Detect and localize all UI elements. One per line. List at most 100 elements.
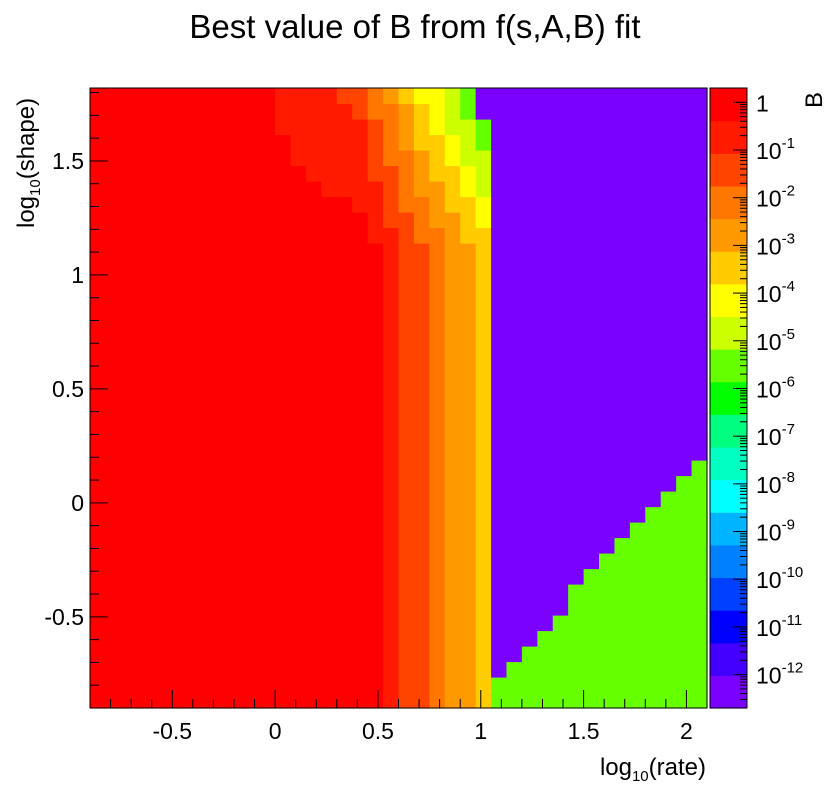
heatmap-cell [475,305,492,322]
heatmap-cell [568,289,585,306]
heatmap-cell [444,196,461,213]
heatmap-cell [120,243,137,260]
heatmap-cell [676,165,693,182]
heatmap-cell [197,227,214,244]
heatmap-cell [491,444,508,461]
heatmap-cell [167,150,184,167]
heatmap-cell [645,367,662,384]
heatmap-cell [475,351,492,368]
heatmap-cell [336,692,353,709]
heatmap-cell [367,413,384,430]
heatmap-cell [398,553,415,570]
heatmap-cell [506,553,523,570]
heatmap-cell [614,615,631,632]
heatmap-cell [105,119,122,136]
heatmap-cell [521,568,538,585]
heatmap-cell [691,568,708,585]
heatmap-cell [383,584,400,601]
heatmap-cell [228,274,245,291]
heatmap-cell [259,351,276,368]
heatmap-cell [413,677,430,694]
heatmap-cell [413,196,430,213]
heatmap-cell [136,119,153,136]
heatmap-cell [568,382,585,399]
heatmap-cell [629,522,646,539]
heatmap-cell [383,413,400,430]
heatmap-cell [321,537,338,554]
heatmap-cell [120,475,137,492]
heatmap-cell [645,212,662,229]
heatmap-cell [90,646,107,663]
heatmap-cell [645,103,662,120]
heatmap-cell [429,646,446,663]
heatmap-cell [352,661,369,678]
heatmap-cell [136,150,153,167]
heatmap-cell [398,692,415,709]
heatmap-cell [491,258,508,275]
heatmap-cell [275,677,292,694]
heatmap-cell [460,506,477,523]
heatmap-cell [244,460,261,477]
heatmap-cell [614,692,631,709]
heatmap-cell [167,475,184,492]
heatmap-cell [275,305,292,322]
heatmap-cell [105,212,122,229]
heatmap-cell [506,134,523,151]
heatmap-cell [398,336,415,353]
heatmap-cell [105,382,122,399]
heatmap-cell [275,150,292,167]
heatmap-cell [537,584,554,601]
color-scale-swatch [710,479,747,513]
heatmap-cell [120,460,137,477]
heatmap-cell [305,599,322,616]
heatmap-cell [367,398,384,415]
heatmap-cell [583,506,600,523]
heatmap-cell [676,134,693,151]
y-tick-label: 1.5 [52,148,84,174]
heatmap-cell [475,677,492,694]
heatmap-cell [120,196,137,213]
heatmap-cell [275,258,292,275]
heatmap-cell [645,258,662,275]
y-tick-label: -0.5 [44,604,84,630]
heatmap-cell [460,692,477,709]
heatmap-cell [182,212,199,229]
heatmap-cell [629,599,646,616]
heatmap-cell [259,258,276,275]
heatmap-cell [105,196,122,213]
heatmap-cell [167,258,184,275]
heatmap-cell [429,553,446,570]
heatmap-cell [614,367,631,384]
heatmap-cell [244,444,261,461]
heatmap-cell [383,429,400,446]
heatmap-cell [321,274,338,291]
heatmap-cell [383,305,400,322]
heatmap-cell [506,537,523,554]
heatmap-cell [367,646,384,663]
heatmap-cell [583,568,600,585]
heatmap-cell [629,382,646,399]
heatmap-cell [105,584,122,601]
heatmap-cell [290,537,307,554]
heatmap-cell [213,692,230,709]
heatmap-cell [552,382,569,399]
heatmap-cell [259,320,276,337]
heatmap-cell [367,227,384,244]
heatmap-cell [552,615,569,632]
heatmap-cell [614,553,631,570]
heatmap-cell [460,165,477,182]
heatmap-cell [629,537,646,554]
heatmap-cell [120,630,137,647]
heatmap-cell [105,661,122,678]
heatmap-cell [213,506,230,523]
heatmap-cell [136,367,153,384]
heatmap-cell [244,661,261,678]
heatmap-cell [290,413,307,430]
heatmap-cell [537,181,554,198]
heatmap-cell [151,88,168,105]
heatmap-cell [336,196,353,213]
heatmap-cell [259,150,276,167]
heatmap-cell [444,351,461,368]
heatmap-cell [552,692,569,709]
heatmap-cell [460,103,477,120]
